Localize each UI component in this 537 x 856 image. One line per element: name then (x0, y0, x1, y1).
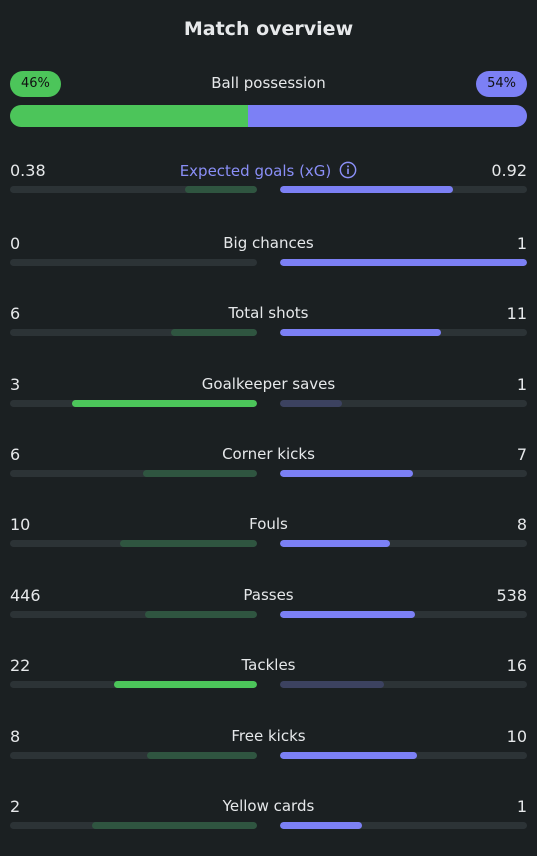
home-bar-track (10, 752, 257, 759)
stat-row: 6 Corner kicks 7 (10, 445, 527, 485)
away-bar-track (280, 186, 527, 193)
stat-label[interactable]: Expected goals (xG) (10, 161, 527, 180)
stat-label-text: Tackles (241, 656, 296, 674)
stat-label: Tackles (10, 656, 527, 674)
away-bar-fill (280, 540, 390, 547)
possession-home-fill (10, 105, 248, 127)
possession-label: Ball possession (211, 74, 326, 92)
away-bar-fill (280, 822, 363, 829)
home-value: 22 (10, 656, 31, 675)
away-value: 11 (506, 304, 527, 323)
home-bar-track (10, 186, 257, 193)
stat-label: Fouls (10, 515, 527, 533)
home-bar-track (10, 259, 257, 266)
away-bar-track (280, 752, 527, 759)
away-bar-track (280, 259, 527, 266)
away-bar-track (280, 611, 527, 618)
stat-label: Total shots (10, 304, 527, 322)
home-value: 2 (10, 797, 21, 816)
home-possession-badge: 46% (10, 71, 61, 97)
away-possession-badge: 54% (476, 71, 527, 97)
away-bar-fill (280, 329, 441, 336)
home-value: 10 (10, 515, 31, 534)
away-bar-fill (280, 752, 418, 759)
home-bar-fill (71, 400, 257, 407)
stat-row: 6 Total shots 11 (10, 304, 527, 344)
stat-row: 10 Fouls 8 (10, 515, 527, 555)
away-bar-fill (280, 400, 342, 407)
stat-label-text: Expected goals (xG) (179, 162, 332, 180)
stat-label-text: Corner kicks (222, 445, 315, 463)
home-bar-track (10, 540, 257, 547)
home-value: 6 (10, 445, 21, 464)
stat-row: 0.38 Expected goals (xG) 0.92 (10, 161, 527, 201)
possession-row: 46% Ball possession 54% (10, 70, 527, 98)
stat-label: Goalkeeper saves (10, 375, 527, 393)
stat-label-text: Fouls (249, 515, 288, 533)
away-bar-fill (280, 681, 384, 688)
home-value: 8 (10, 727, 21, 746)
stat-label: Free kicks (10, 727, 527, 745)
stat-row: 0 Big chances 1 (10, 234, 527, 274)
home-value: 0.38 (10, 161, 46, 180)
away-value: 0.92 (491, 161, 527, 180)
home-bar-fill (113, 681, 257, 688)
away-value: 1 (516, 375, 527, 394)
stat-label-text: Big chances (223, 234, 314, 252)
stat-label: Passes (10, 586, 527, 604)
away-value: 7 (516, 445, 527, 464)
stat-row: 446 Passes 538 (10, 586, 527, 626)
away-value: 10 (506, 727, 527, 746)
stat-row: 22 Tackles 16 (10, 656, 527, 696)
stat-label: Yellow cards (10, 797, 527, 815)
away-bar-track (280, 822, 527, 829)
away-value: 1 (516, 234, 527, 253)
home-value: 0 (10, 234, 21, 253)
away-value: 1 (516, 797, 527, 816)
away-value: 16 (506, 656, 527, 675)
away-bar-fill (280, 611, 416, 618)
stat-label-text: Passes (243, 586, 294, 604)
home-bar-fill (143, 470, 257, 477)
away-bar-track (280, 540, 527, 547)
possession-bar (10, 105, 527, 127)
stat-row: 2 Yellow cards 1 (10, 797, 527, 837)
info-icon[interactable] (339, 161, 357, 179)
stat-label-text: Total shots (228, 304, 309, 322)
away-value: 538 (496, 586, 527, 605)
home-bar-track (10, 470, 257, 477)
away-bar-fill (280, 186, 453, 193)
stat-label: Corner kicks (10, 445, 527, 463)
home-value: 6 (10, 304, 21, 323)
home-bar-fill (185, 186, 257, 193)
home-bar-track (10, 329, 257, 336)
home-bar-track (10, 681, 257, 688)
home-value: 446 (10, 586, 41, 605)
away-value: 8 (516, 515, 527, 534)
home-bar-fill (147, 752, 257, 759)
home-bar-fill (119, 540, 257, 547)
home-bar-track (10, 400, 257, 407)
home-bar-track (10, 611, 257, 618)
home-bar-track (10, 822, 257, 829)
home-bar-fill (145, 611, 257, 618)
stat-label-text: Free kicks (231, 727, 306, 745)
away-bar-track (280, 681, 527, 688)
away-bar-fill (280, 470, 414, 477)
home-value: 3 (10, 375, 21, 394)
away-bar-fill (280, 259, 527, 266)
stat-label: Big chances (10, 234, 527, 252)
stat-label-text: Goalkeeper saves (201, 375, 336, 393)
home-bar-fill (92, 822, 257, 829)
page-title: Match overview (183, 18, 354, 40)
away-bar-track (280, 470, 527, 477)
stat-row: 3 Goalkeeper saves 1 (10, 375, 527, 415)
home-bar-fill (170, 329, 257, 336)
possession-away-fill (247, 105, 527, 127)
stat-row: 8 Free kicks 10 (10, 727, 527, 767)
away-bar-track (280, 329, 527, 336)
stat-label-text: Yellow cards (222, 797, 315, 815)
away-bar-track (280, 400, 527, 407)
